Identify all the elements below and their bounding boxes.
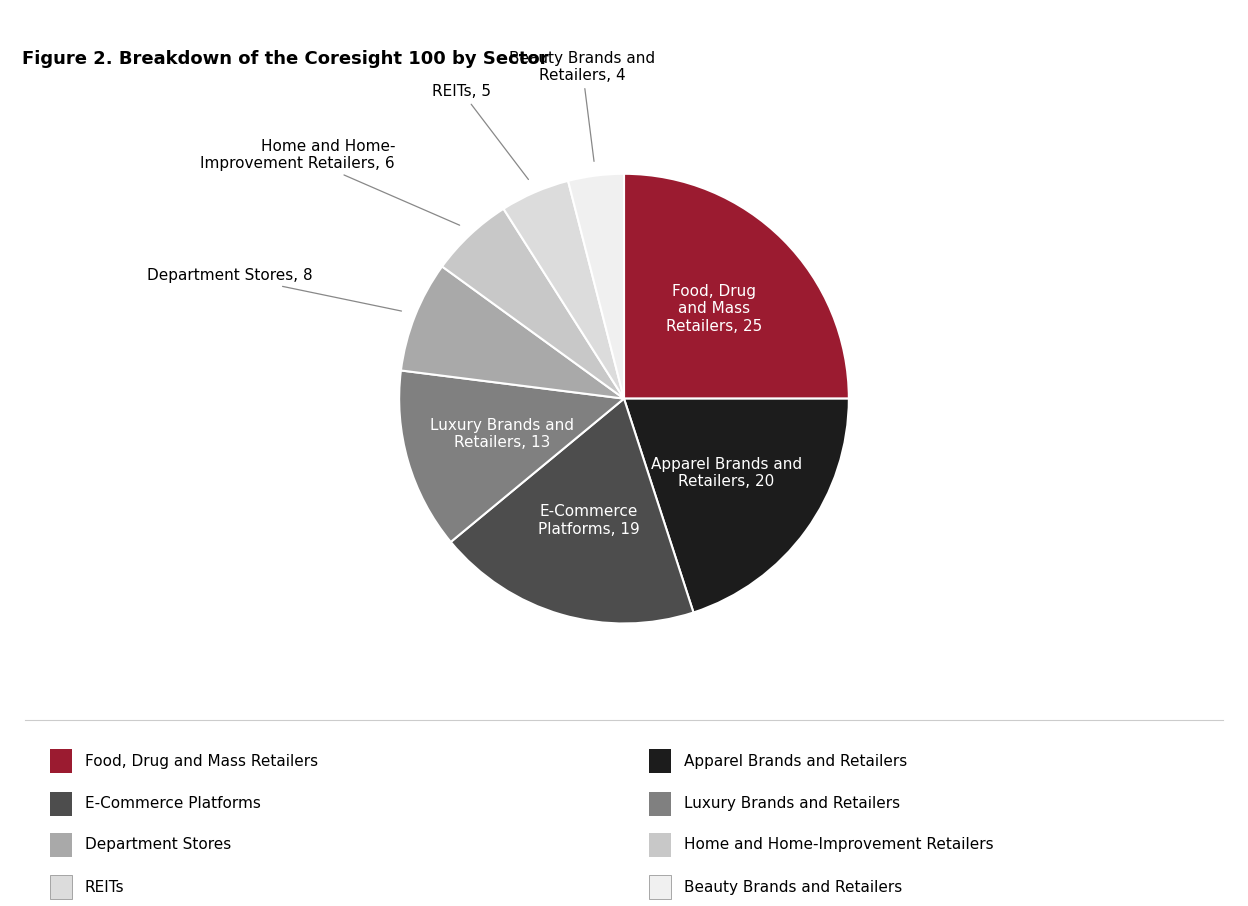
Text: Luxury Brands and Retailers: Luxury Brands and Retailers — [684, 796, 900, 812]
Text: Figure 2. Breakdown of the Coresight 100 by Sector: Figure 2. Breakdown of the Coresight 100… — [22, 50, 549, 68]
FancyBboxPatch shape — [50, 792, 72, 816]
Wedge shape — [624, 399, 849, 612]
Text: E-Commerce
Platforms, 19: E-Commerce Platforms, 19 — [538, 505, 639, 536]
Wedge shape — [503, 181, 624, 399]
FancyBboxPatch shape — [50, 875, 72, 900]
Text: Apparel Brands and Retailers: Apparel Brands and Retailers — [684, 754, 907, 768]
Text: Apparel Brands and
Retailers, 20: Apparel Brands and Retailers, 20 — [651, 457, 802, 489]
Text: REITs, 5: REITs, 5 — [432, 84, 528, 179]
Wedge shape — [568, 174, 624, 399]
FancyBboxPatch shape — [50, 749, 72, 773]
Text: Food, Drug and Mass Retailers: Food, Drug and Mass Retailers — [85, 754, 318, 768]
Text: REITs: REITs — [85, 880, 125, 895]
Text: Home and Home-
Improvement Retailers, 6: Home and Home- Improvement Retailers, 6 — [201, 139, 459, 226]
FancyBboxPatch shape — [649, 792, 671, 816]
Text: Home and Home-Improvement Retailers: Home and Home-Improvement Retailers — [684, 837, 993, 853]
Text: E-Commerce Platforms: E-Commerce Platforms — [85, 796, 261, 812]
Text: Department Stores: Department Stores — [85, 837, 231, 853]
Wedge shape — [624, 174, 849, 399]
Text: Department Stores, 8: Department Stores, 8 — [147, 268, 402, 311]
FancyBboxPatch shape — [649, 833, 671, 857]
FancyBboxPatch shape — [649, 749, 671, 773]
Wedge shape — [401, 266, 624, 399]
Wedge shape — [442, 208, 624, 399]
Text: Beauty Brands and Retailers: Beauty Brands and Retailers — [684, 880, 902, 895]
Text: Luxury Brands and
Retailers, 13: Luxury Brands and Retailers, 13 — [431, 418, 574, 450]
Wedge shape — [399, 371, 624, 542]
Text: Beauty Brands and
Retailers, 4: Beauty Brands and Retailers, 4 — [509, 51, 655, 161]
FancyBboxPatch shape — [649, 875, 671, 900]
Wedge shape — [451, 399, 694, 623]
FancyBboxPatch shape — [50, 833, 72, 857]
Text: Food, Drug
and Mass
Retailers, 25: Food, Drug and Mass Retailers, 25 — [665, 284, 761, 333]
